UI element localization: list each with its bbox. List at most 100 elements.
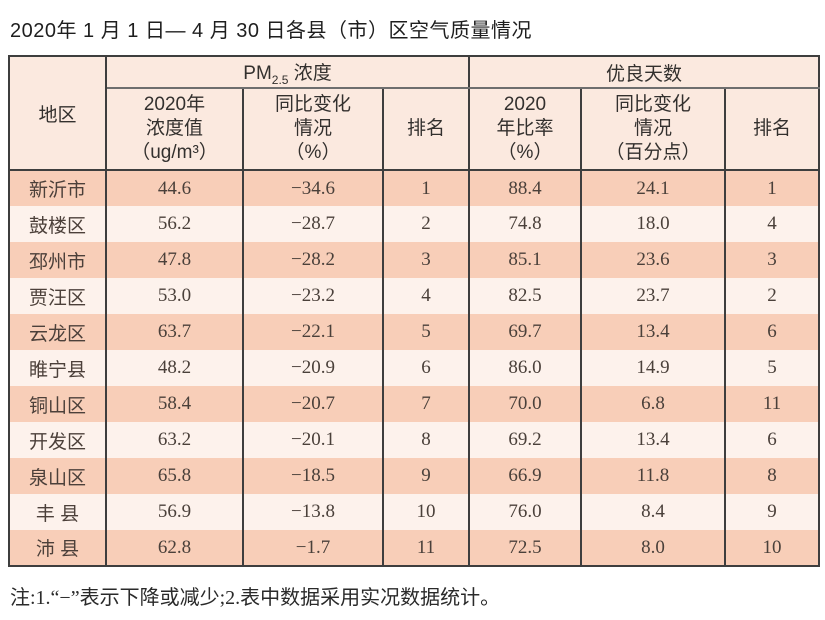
table-row: 云龙区 63.7 −22.1 5 69.7 13.4 6 (8, 314, 821, 350)
good-rank-cell: 8 (723, 458, 821, 494)
pm-change-cell: −28.2 (242, 242, 384, 278)
pm-value-cell: 63.2 (105, 422, 244, 458)
table-row: 泉山区 65.8 −18.5 9 66.9 11.8 8 (8, 458, 821, 494)
col-header-good-rank: 排名 (723, 88, 821, 171)
col-header-region: 地区 (8, 56, 107, 171)
good-change-cell: 23.6 (580, 242, 726, 278)
good-rank-cell: 1 (723, 170, 821, 206)
pm-value-cell: 56.9 (105, 494, 244, 530)
good-ratio-cell: 66.9 (468, 458, 582, 494)
good-rank-cell: 4 (723, 206, 821, 242)
good-change-cell: 23.7 (580, 278, 726, 314)
region-cell: 泉山区 (8, 458, 107, 494)
col-header-pm-rank: 排名 (382, 88, 470, 171)
table-row: 丰 县 56.9 −13.8 10 76.0 8.4 9 (8, 494, 821, 530)
pm-rank-cell: 2 (382, 206, 470, 242)
region-cell: 鼓楼区 (8, 206, 107, 242)
good-ratio-cell: 70.0 (468, 386, 582, 422)
pm-change-cell: −28.7 (242, 206, 384, 242)
table-row: 邳州市 47.8 −28.2 3 85.1 23.6 3 (8, 242, 821, 278)
good-ratio-cell: 72.5 (468, 530, 582, 566)
pm25-label-suffix: 浓度 (288, 62, 332, 84)
table-row: 铜山区 58.4 −20.7 7 70.0 6.8 11 (8, 386, 821, 422)
good-change-cell: 24.1 (580, 170, 726, 206)
good-change-cell: 14.9 (580, 350, 726, 386)
table-row: 睢宁县 48.2 −20.9 6 86.0 14.9 5 (8, 350, 821, 386)
good-rank-cell: 6 (723, 422, 821, 458)
good-ratio-cell: 85.1 (468, 242, 582, 278)
pm-change-cell: −20.7 (242, 386, 384, 422)
footnote: 注:1.“−”表示下降或减少;2.表中数据采用实况数据统计。 (10, 587, 501, 609)
pm-value-cell: 62.8 (105, 530, 244, 566)
good-ratio-cell: 86.0 (468, 350, 582, 386)
good-rank-cell: 5 (723, 350, 821, 386)
pm-rank-cell: 9 (382, 458, 470, 494)
col-header-pm-value: 2020年 浓度值 （ug/m³） (105, 88, 244, 171)
pm-rank-cell: 5 (382, 314, 470, 350)
good-rank-cell: 10 (723, 530, 821, 566)
pm-value-cell: 53.0 (105, 278, 244, 314)
pm-rank-cell: 8 (382, 422, 470, 458)
page-title: 2020年 1 月 1 日— 4 月 30 日各县（市）区空气质量情况 (10, 20, 533, 42)
region-cell: 睢宁县 (8, 350, 107, 386)
pm-rank-cell: 6 (382, 350, 470, 386)
pm-change-cell: −1.7 (242, 530, 384, 566)
col-header-pm-change: 同比变化 情况 （%） (242, 88, 384, 171)
pm-change-cell: −20.1 (242, 422, 384, 458)
region-cell: 铜山区 (8, 386, 107, 422)
table-row: 新沂市 44.6 −34.6 1 88.4 24.1 1 (8, 170, 821, 206)
good-change-cell: 6.8 (580, 386, 726, 422)
region-cell: 邳州市 (8, 242, 107, 278)
good-ratio-cell: 76.0 (468, 494, 582, 530)
pm-value-cell: 44.6 (105, 170, 244, 206)
pm-rank-cell: 3 (382, 242, 470, 278)
good-ratio-cell: 69.2 (468, 422, 582, 458)
table-row: 开发区 63.2 −20.1 8 69.2 13.4 6 (8, 422, 821, 458)
sub-header-row: 2020年 浓度值 （ug/m³） 同比变化 情况 （%） 排名 2020 年比… (9, 88, 821, 171)
air-quality-table: 地区 PM2.5 浓度 优良天数 2020年 浓度值 （ug/m³） 同比变化 … (8, 55, 821, 567)
pm-change-cell: −23.2 (242, 278, 384, 314)
pm-value-cell: 63.7 (105, 314, 244, 350)
good-change-cell: 18.0 (580, 206, 726, 242)
pm-value-cell: 58.4 (105, 386, 244, 422)
pm25-label-prefix: PM (243, 62, 272, 84)
table-body: 新沂市 44.6 −34.6 1 88.4 24.1 1 鼓楼区 56.2 −2… (8, 170, 821, 566)
pm-rank-cell: 7 (382, 386, 470, 422)
pm-value-cell: 48.2 (105, 350, 244, 386)
good-change-cell: 13.4 (580, 314, 726, 350)
pm-change-cell: −20.9 (242, 350, 384, 386)
col-header-good-ratio: 2020 年比率 （%） (468, 88, 582, 171)
col-group-pm25: PM2.5 浓度 (105, 56, 470, 89)
pm-rank-cell: 4 (382, 278, 470, 314)
region-cell: 云龙区 (8, 314, 107, 350)
pm-value-cell: 56.2 (105, 206, 244, 242)
pm-change-cell: −34.6 (242, 170, 384, 206)
pm-value-cell: 47.8 (105, 242, 244, 278)
pm-rank-cell: 11 (382, 530, 470, 566)
pm-change-cell: −13.8 (242, 494, 384, 530)
col-group-good-days: 优良天数 (467, 56, 821, 89)
table-header: 地区 PM2.5 浓度 优良天数 2020年 浓度值 （ug/m³） 同比变化 … (8, 56, 821, 171)
table-row: 鼓楼区 56.2 −28.7 2 74.8 18.0 4 (8, 206, 821, 242)
region-cell: 沛 县 (8, 530, 107, 566)
col-header-good-change: 同比变化 情况 （百分点） (580, 88, 726, 171)
pm-rank-cell: 1 (382, 170, 470, 206)
good-change-cell: 13.4 (580, 422, 726, 458)
table-row: 贾汪区 53.0 −23.2 4 82.5 23.7 2 (8, 278, 821, 314)
pm25-label-subscript: 2.5 (271, 72, 289, 87)
region-cell: 开发区 (8, 422, 107, 458)
good-ratio-cell: 88.4 (468, 170, 582, 206)
good-ratio-cell: 69.7 (468, 314, 582, 350)
region-cell: 丰 县 (8, 494, 107, 530)
good-rank-cell: 3 (723, 242, 821, 278)
pm-change-cell: −22.1 (242, 314, 384, 350)
region-cell: 新沂市 (8, 170, 107, 206)
pm-change-cell: −18.5 (242, 458, 384, 494)
good-change-cell: 8.4 (580, 494, 726, 530)
good-rank-cell: 9 (723, 494, 821, 530)
region-cell: 贾汪区 (8, 278, 107, 314)
good-ratio-cell: 74.8 (468, 206, 582, 242)
good-ratio-cell: 82.5 (468, 278, 582, 314)
good-change-cell: 8.0 (580, 530, 726, 566)
